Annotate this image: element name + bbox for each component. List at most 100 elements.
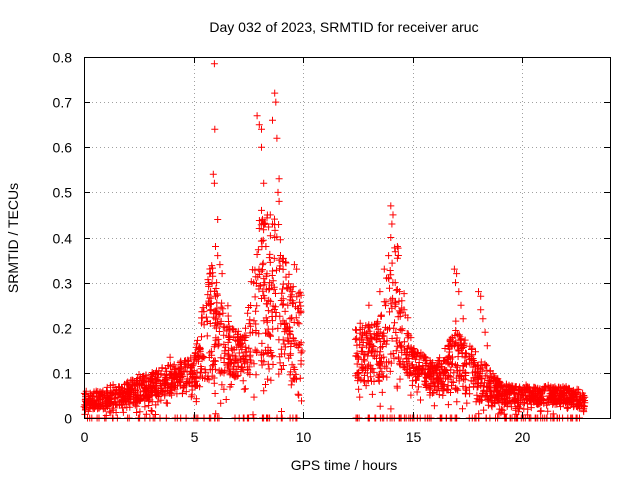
data-point xyxy=(279,362,287,369)
data-point xyxy=(201,366,209,374)
data-point xyxy=(387,300,395,308)
data-point xyxy=(429,389,436,397)
data-point xyxy=(136,408,144,416)
data-point xyxy=(558,394,566,402)
data-point xyxy=(368,321,376,329)
data-point xyxy=(474,365,482,373)
data-point xyxy=(461,368,469,376)
data-point xyxy=(148,392,156,400)
data-point xyxy=(205,376,213,384)
data-point xyxy=(89,403,97,411)
data-point xyxy=(444,401,452,409)
data-point xyxy=(278,408,285,415)
data-point xyxy=(516,404,524,412)
data-point xyxy=(392,286,400,294)
data-point xyxy=(415,359,423,366)
data-point xyxy=(240,334,248,342)
data-point xyxy=(502,386,510,394)
data-point xyxy=(367,373,375,381)
data-point xyxy=(214,335,222,343)
data-point xyxy=(461,376,469,384)
data-point xyxy=(270,285,278,293)
data-point xyxy=(272,309,280,316)
data-point xyxy=(361,328,368,336)
data-point xyxy=(481,328,489,336)
data-point xyxy=(120,398,128,406)
data-point xyxy=(176,365,184,373)
points-layer xyxy=(80,60,589,422)
data-point xyxy=(478,364,486,372)
data-point xyxy=(475,398,483,406)
y-tick-label: 0.8 xyxy=(53,50,73,66)
data-point xyxy=(488,389,496,397)
data-point xyxy=(427,374,435,382)
data-point xyxy=(483,372,491,380)
data-point xyxy=(154,398,162,406)
data-point xyxy=(187,371,194,379)
data-point xyxy=(285,280,293,288)
data-point xyxy=(267,332,274,340)
data-point xyxy=(255,330,263,338)
data-point xyxy=(240,385,248,393)
data-point xyxy=(213,315,221,323)
data-point xyxy=(394,313,402,321)
data-point xyxy=(266,232,274,240)
y-tick-label: 0.2 xyxy=(53,321,73,337)
data-point xyxy=(131,401,139,409)
data-point xyxy=(242,343,250,351)
data-point xyxy=(433,361,441,369)
x-tick-label: 10 xyxy=(296,429,312,445)
data-point xyxy=(298,347,306,355)
data-point xyxy=(530,391,538,399)
data-point xyxy=(397,341,404,349)
data-point xyxy=(271,89,279,97)
data-point xyxy=(235,349,243,357)
data-point xyxy=(297,339,305,347)
data-point xyxy=(494,395,502,403)
data-point xyxy=(289,283,297,291)
data-point xyxy=(377,312,385,320)
data-point xyxy=(403,354,411,362)
data-point xyxy=(456,333,464,341)
data-point xyxy=(405,342,413,350)
data-point xyxy=(196,345,204,353)
data-point xyxy=(275,197,283,205)
data-point xyxy=(382,340,390,348)
data-point xyxy=(254,273,262,281)
data-point xyxy=(212,292,219,300)
data-point xyxy=(197,369,204,377)
data-point xyxy=(439,374,447,382)
data-point xyxy=(415,383,422,391)
data-point xyxy=(286,315,294,323)
data-point xyxy=(404,362,412,370)
data-point xyxy=(376,288,384,296)
data-point xyxy=(198,333,205,341)
data-point xyxy=(252,371,260,379)
data-point xyxy=(211,357,219,365)
data-point xyxy=(521,399,528,407)
data-point xyxy=(225,326,233,334)
axes-layer xyxy=(84,57,611,419)
data-point xyxy=(238,342,246,350)
data-point xyxy=(203,317,211,325)
data-point xyxy=(264,307,272,315)
data-point xyxy=(192,382,199,390)
data-point xyxy=(231,373,239,381)
data-point xyxy=(220,331,228,339)
data-point xyxy=(276,265,283,273)
data-point xyxy=(553,400,561,408)
y-tick-label: 0.3 xyxy=(53,276,73,292)
data-point xyxy=(159,378,167,386)
data-point xyxy=(99,387,107,395)
data-point xyxy=(132,395,140,403)
data-point xyxy=(270,254,278,262)
data-point xyxy=(211,307,219,315)
data-point xyxy=(439,391,447,399)
data-point xyxy=(386,367,394,375)
data-point xyxy=(387,405,395,413)
data-point xyxy=(264,360,272,368)
data-point xyxy=(491,374,499,382)
data-point xyxy=(166,389,174,397)
data-point xyxy=(263,350,271,357)
data-point xyxy=(194,336,201,344)
